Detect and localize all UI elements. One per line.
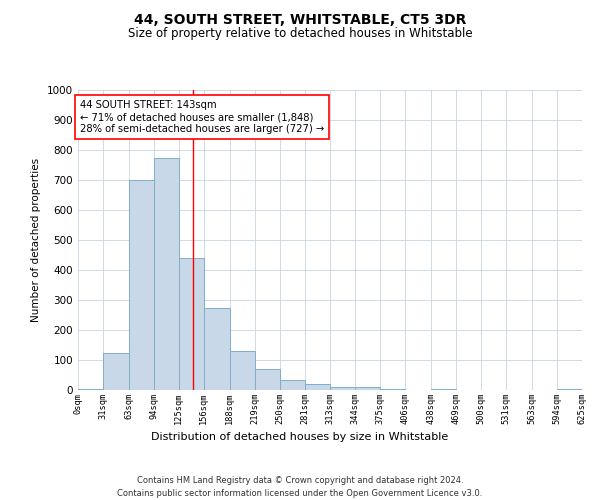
Bar: [179, 258, 204, 390]
Text: Size of property relative to detached houses in Whitstable: Size of property relative to detached ho…: [128, 28, 472, 40]
Bar: [355, 387, 380, 390]
Bar: [78, 388, 103, 390]
Bar: [129, 180, 154, 390]
Y-axis label: Number of detached properties: Number of detached properties: [31, 158, 41, 322]
Bar: [254, 369, 280, 390]
Bar: [431, 388, 456, 390]
Bar: [305, 384, 331, 390]
Text: 44 SOUTH STREET: 143sqm
← 71% of detached houses are smaller (1,848)
28% of semi: 44 SOUTH STREET: 143sqm ← 71% of detache…: [80, 100, 324, 134]
Bar: [380, 388, 406, 390]
Bar: [230, 351, 254, 390]
Text: 44, SOUTH STREET, WHITSTABLE, CT5 3DR: 44, SOUTH STREET, WHITSTABLE, CT5 3DR: [134, 12, 466, 26]
Bar: [103, 352, 129, 390]
Text: Contains HM Land Registry data © Crown copyright and database right 2024.: Contains HM Land Registry data © Crown c…: [137, 476, 463, 485]
Bar: [280, 380, 305, 390]
Bar: [331, 387, 355, 390]
Bar: [557, 388, 582, 390]
Bar: [154, 158, 179, 390]
Bar: [204, 308, 230, 390]
Text: Distribution of detached houses by size in Whitstable: Distribution of detached houses by size …: [151, 432, 449, 442]
Text: Contains public sector information licensed under the Open Government Licence v3: Contains public sector information licen…: [118, 489, 482, 498]
